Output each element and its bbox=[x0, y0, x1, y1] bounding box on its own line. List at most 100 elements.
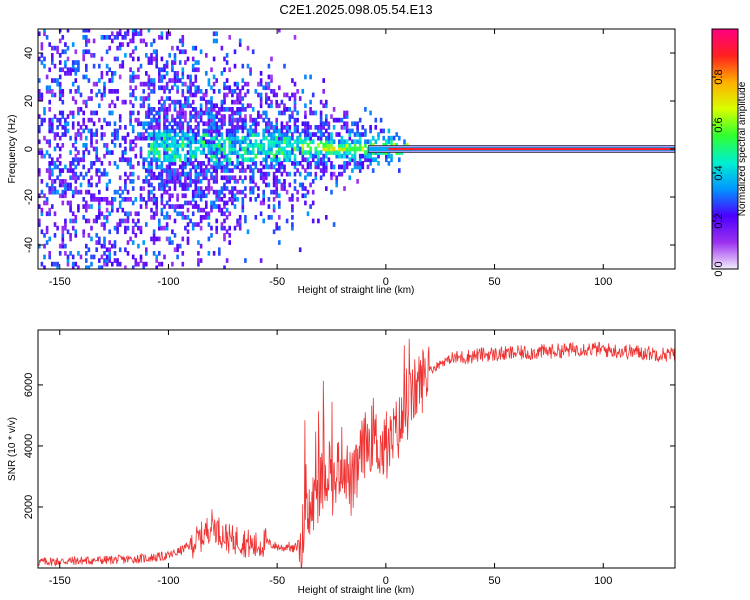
heatmap-cell bbox=[43, 56, 46, 62]
heatmap-cell bbox=[267, 103, 271, 109]
heatmap-cell bbox=[113, 251, 117, 256]
heatmap-cell bbox=[207, 168, 211, 173]
heatmap-cell bbox=[152, 114, 156, 119]
heatmap-cell bbox=[124, 125, 127, 130]
heatmap-cell bbox=[150, 135, 153, 141]
heatmap-cell bbox=[129, 146, 132, 152]
heatmap-cell bbox=[66, 128, 70, 134]
heatmap-cell bbox=[61, 243, 65, 249]
heatmap-cell bbox=[218, 207, 221, 213]
heatmap-cell bbox=[103, 240, 106, 245]
heatmap-cell bbox=[343, 110, 346, 116]
heatmap-cell bbox=[220, 132, 224, 137]
heatmap-cell bbox=[358, 132, 362, 137]
heatmap-cell bbox=[53, 179, 57, 184]
heatmap-cell bbox=[145, 200, 148, 206]
heatmap-cell bbox=[244, 117, 247, 123]
heatmap-cell bbox=[137, 243, 140, 249]
heatmap-cell bbox=[131, 38, 135, 44]
heatmap-cell bbox=[74, 218, 78, 224]
heatmap-cell bbox=[181, 71, 185, 76]
heatmap-cell bbox=[139, 258, 143, 263]
heatmap-cell bbox=[178, 110, 182, 116]
heatmap-cell bbox=[181, 42, 185, 47]
heatmap-cell bbox=[275, 99, 278, 105]
heatmap-cell bbox=[205, 204, 208, 209]
heatmap-cell bbox=[317, 161, 320, 166]
heatmap-cell bbox=[186, 240, 190, 245]
heatmap-cell bbox=[158, 74, 161, 80]
colorbar: 0.00.20.40.60.8 Normalized spectral ampl… bbox=[711, 28, 748, 277]
heatmap-cell bbox=[71, 42, 75, 47]
heatmap-cell bbox=[85, 67, 88, 73]
heatmap-cell bbox=[168, 103, 171, 109]
heatmap-cell bbox=[343, 143, 346, 148]
heatmap-cell bbox=[111, 132, 114, 137]
heatmap-cell bbox=[223, 218, 226, 224]
heatmap-cell bbox=[319, 110, 323, 116]
heatmap-cell bbox=[121, 218, 125, 224]
heatmap-cell bbox=[291, 132, 294, 137]
heatmap-cell bbox=[272, 153, 276, 159]
heatmap-cell bbox=[48, 128, 51, 134]
heatmap-cell bbox=[58, 161, 62, 166]
heatmap-cell bbox=[121, 35, 125, 40]
heatmap-cell bbox=[64, 49, 67, 55]
heatmap-cell bbox=[82, 49, 85, 55]
heatmap-cell bbox=[163, 85, 166, 91]
heatmap-cell bbox=[197, 171, 200, 177]
heatmap-cell bbox=[371, 157, 375, 163]
heatmap-cell bbox=[207, 215, 211, 220]
heatmap-cell bbox=[278, 103, 281, 109]
heatmap-cell bbox=[314, 164, 318, 170]
heatmap-cell bbox=[325, 161, 328, 166]
heatmap-cell bbox=[111, 207, 114, 213]
heatmap-cell bbox=[390, 153, 393, 159]
heatmap-cell bbox=[173, 81, 177, 87]
heatmap-cell bbox=[53, 114, 57, 119]
heatmap-cell bbox=[280, 110, 284, 116]
heatmap-cell bbox=[257, 132, 260, 137]
heatmap-cell bbox=[178, 135, 182, 141]
heatmap-cell bbox=[278, 240, 281, 245]
heatmap-cell bbox=[259, 161, 263, 166]
heatmap-cell bbox=[194, 200, 198, 206]
heatmap-cell bbox=[56, 175, 59, 181]
heatmap-cell bbox=[249, 164, 252, 170]
heatmap-cell bbox=[71, 67, 75, 73]
heatmap-cell bbox=[194, 204, 198, 209]
heatmap-cell bbox=[71, 211, 75, 217]
heatmap-cell bbox=[131, 139, 135, 145]
heatmap-cell bbox=[241, 200, 245, 206]
heatmap-cell bbox=[173, 204, 177, 209]
heatmap-cell bbox=[225, 258, 229, 263]
heatmap-cell bbox=[345, 161, 349, 166]
heatmap-cell bbox=[325, 186, 328, 191]
heatmap-cell bbox=[176, 99, 179, 105]
heatmap-cell bbox=[285, 132, 289, 137]
heatmap-cell bbox=[184, 132, 187, 137]
heatmap-cell bbox=[236, 121, 239, 127]
heatmap-cell bbox=[377, 153, 380, 159]
heatmap-cell bbox=[53, 92, 57, 98]
heatmap-cell bbox=[124, 35, 127, 40]
heatmap-cell bbox=[168, 168, 171, 173]
heatmap-cell bbox=[358, 153, 362, 159]
heatmap-cell bbox=[199, 139, 203, 145]
heatmap-cell bbox=[82, 99, 85, 105]
heatmap-cell bbox=[267, 171, 271, 177]
heatmap-cell bbox=[218, 110, 221, 116]
heatmap-cell bbox=[181, 35, 185, 40]
heatmap-cell bbox=[304, 74, 307, 80]
heatmap-cell bbox=[189, 175, 192, 181]
heatmap-cell bbox=[251, 171, 255, 177]
heatmap-cell bbox=[348, 135, 352, 141]
heatmap-cell bbox=[189, 110, 192, 116]
heatmap-cell bbox=[58, 121, 62, 127]
heatmap-cell bbox=[231, 189, 234, 195]
heatmap-cell bbox=[199, 193, 203, 199]
heatmap-cell bbox=[241, 204, 245, 209]
heatmap-cell bbox=[267, 85, 271, 91]
heatmap-cell bbox=[223, 67, 226, 73]
heatmap-cell bbox=[184, 179, 187, 184]
